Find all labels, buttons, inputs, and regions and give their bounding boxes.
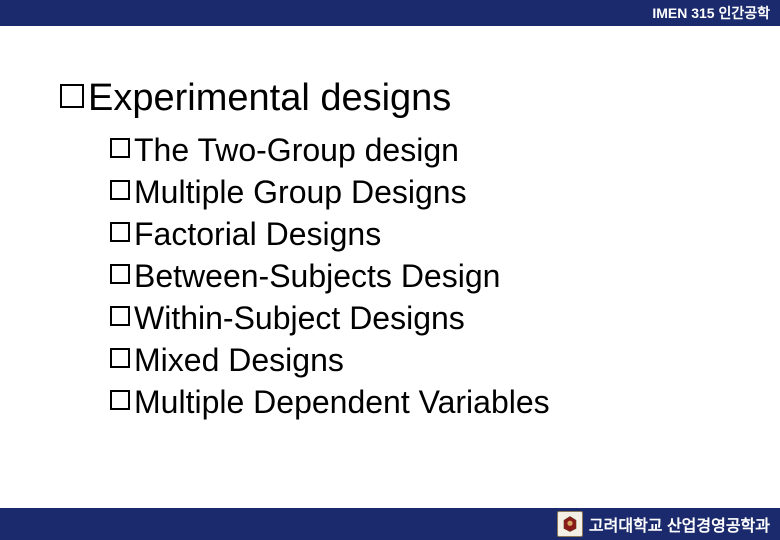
list-item-label: Multiple Group Designs bbox=[134, 172, 467, 212]
main-bullet-item: Experimental designs bbox=[60, 76, 720, 122]
list-item-label: Between-Subjects Design bbox=[134, 256, 500, 296]
square-bullet-icon bbox=[110, 348, 130, 368]
list-item: Factorial Designs bbox=[110, 214, 720, 254]
slide-content: Experimental designs The Two-Group desig… bbox=[0, 26, 780, 422]
list-item-label: Mixed Designs bbox=[134, 340, 344, 380]
list-item-label: Multiple Dependent Variables bbox=[134, 382, 550, 422]
department-name: 고려대학교 산업경영공학과 bbox=[589, 512, 770, 536]
square-bullet-icon bbox=[110, 138, 130, 158]
list-item: Multiple Group Designs bbox=[110, 172, 720, 212]
university-logo-icon bbox=[557, 511, 583, 537]
main-title: Experimental designs bbox=[88, 76, 451, 122]
list-item: Mixed Designs bbox=[110, 340, 720, 380]
square-bullet-icon bbox=[110, 390, 130, 410]
list-item: Between-Subjects Design bbox=[110, 256, 720, 296]
course-code: IMEN 315 인간공학 bbox=[652, 3, 770, 23]
square-bullet-icon bbox=[110, 306, 130, 326]
list-item-label: Within-Subject Designs bbox=[134, 298, 465, 338]
list-item: Multiple Dependent Variables bbox=[110, 382, 720, 422]
square-bullet-icon bbox=[60, 84, 84, 108]
square-bullet-icon bbox=[110, 180, 130, 200]
sub-list: The Two-Group design Multiple Group Desi… bbox=[60, 130, 720, 422]
footer-bar: 고려대학교 산업경영공학과 bbox=[0, 508, 780, 540]
list-item-label: Factorial Designs bbox=[134, 214, 381, 254]
list-item: Within-Subject Designs bbox=[110, 298, 720, 338]
square-bullet-icon bbox=[110, 222, 130, 242]
header-bar: IMEN 315 인간공학 bbox=[0, 0, 780, 26]
square-bullet-icon bbox=[110, 264, 130, 284]
list-item: The Two-Group design bbox=[110, 130, 720, 170]
list-item-label: The Two-Group design bbox=[134, 130, 459, 170]
